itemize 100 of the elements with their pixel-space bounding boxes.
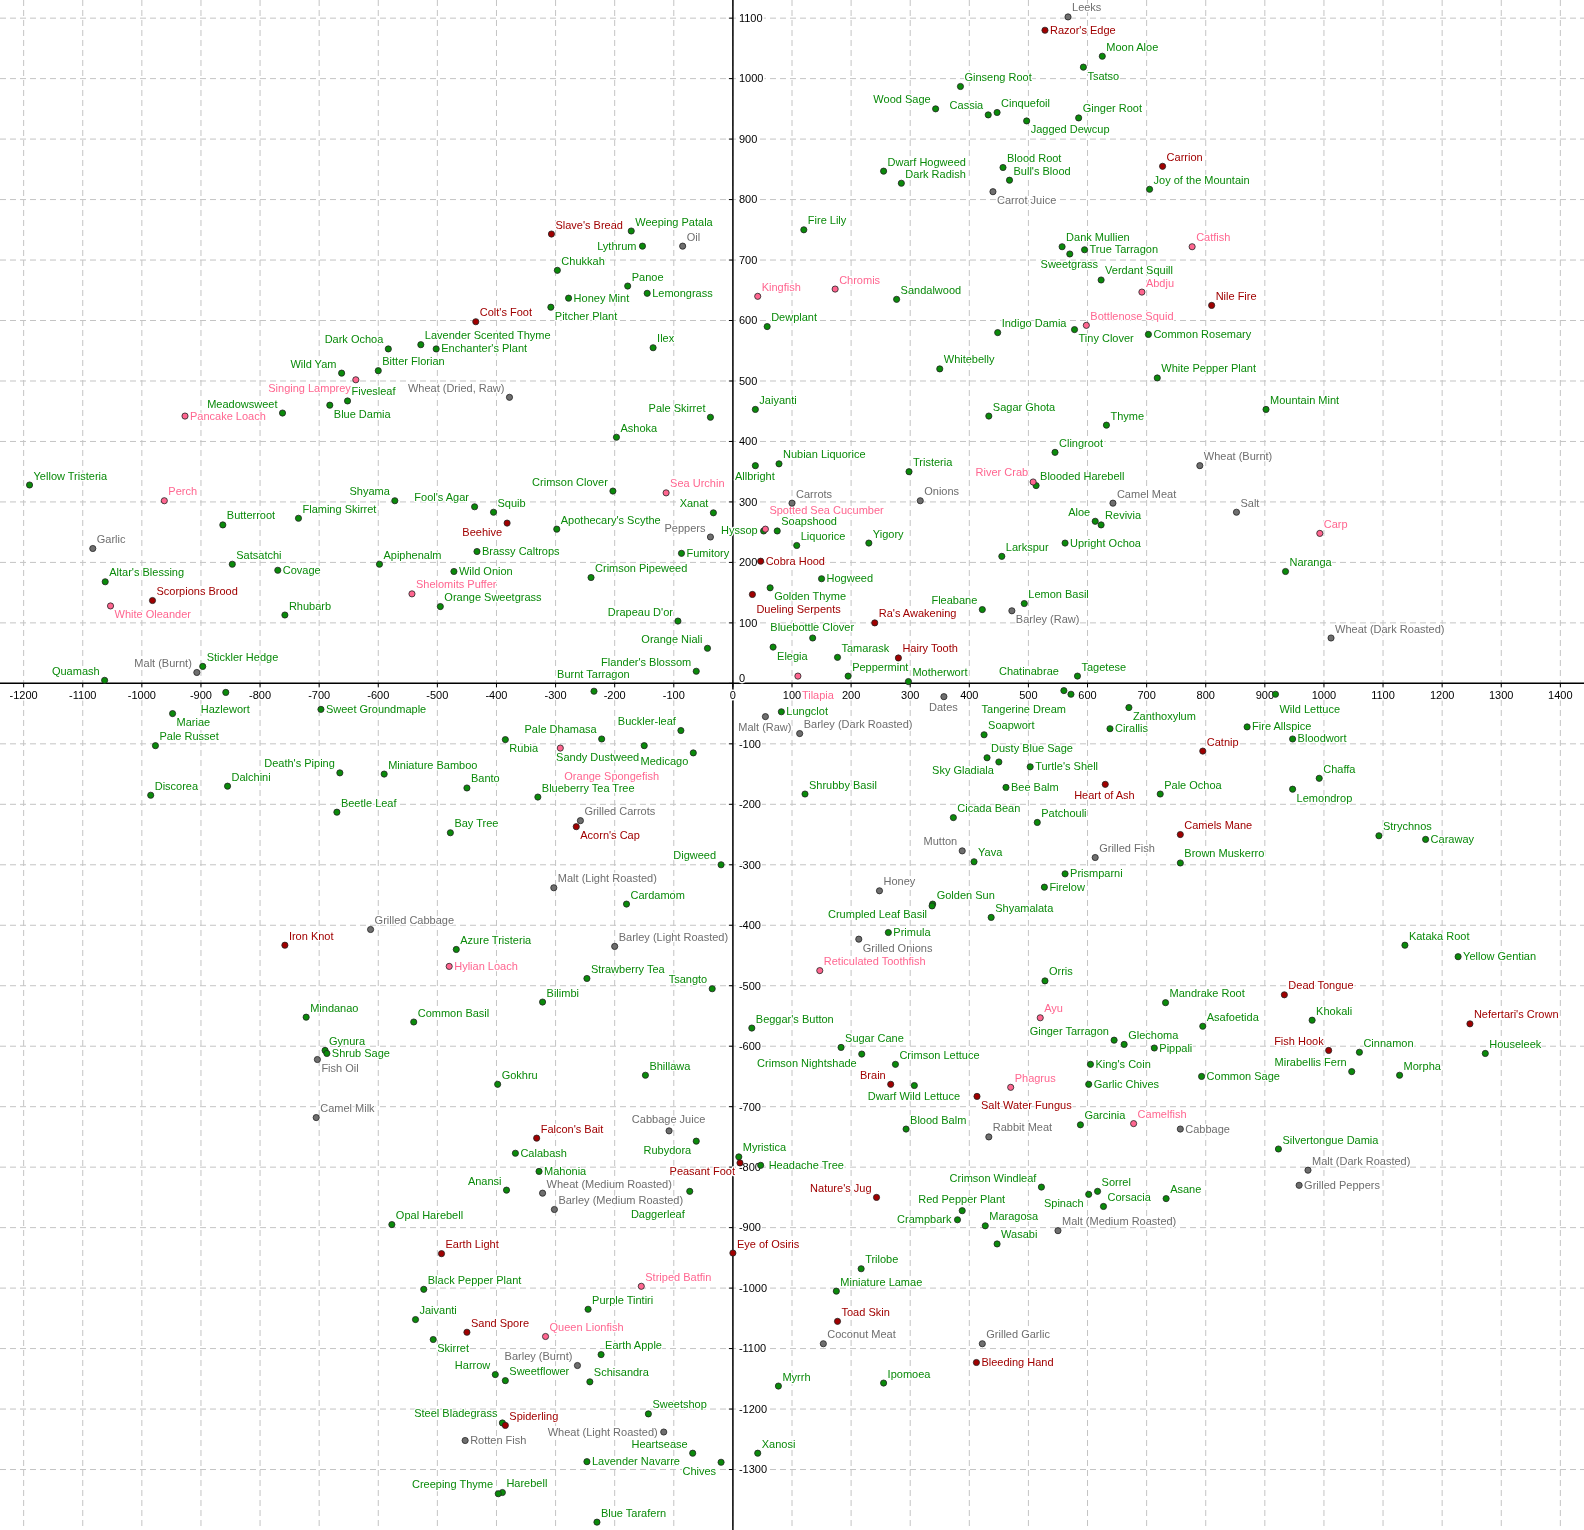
point	[1316, 529, 1324, 537]
data-label: Caraway	[1430, 832, 1475, 845]
y-tick-label: -500	[738, 979, 761, 992]
x-tick-label: 1000	[1311, 689, 1337, 702]
data-label: Elegia	[777, 649, 809, 662]
point	[816, 967, 824, 975]
data-label: Rhubarb	[288, 599, 332, 612]
data-label: Soapshood	[781, 515, 837, 528]
data-label: Miniature Bamboo	[388, 758, 478, 771]
data-label: Anansi	[467, 1174, 502, 1187]
data-label: Grilled Garlic	[986, 1328, 1051, 1341]
data-label: Naranga	[1289, 555, 1333, 568]
data-label: Liquorice	[800, 529, 846, 542]
data-label: Jaivanti	[419, 1304, 457, 1317]
data-label: Nefertari's Crown	[1473, 1008, 1559, 1021]
data-label: Clingroot	[1059, 436, 1104, 449]
data-label: Fire Allspice	[1252, 720, 1312, 733]
point	[916, 497, 924, 505]
x-tick-label: 1300	[1489, 689, 1514, 702]
data-label: Larkspur	[1005, 540, 1049, 553]
y-tick-label: -900	[738, 1221, 761, 1234]
data-label: Strychnos	[1382, 820, 1433, 833]
x-tick-label: 700	[1137, 689, 1156, 702]
point	[1101, 780, 1109, 788]
point	[637, 1282, 645, 1290]
data-label: Skirret	[437, 1342, 470, 1355]
point	[660, 1428, 668, 1436]
data-label: Lungclot	[786, 705, 828, 718]
x-tick-label: -300	[544, 689, 567, 702]
data-label: Sorrel	[1101, 1175, 1131, 1188]
point	[1130, 1120, 1138, 1128]
data-label: Azure Tristeria	[460, 933, 533, 946]
data-label: Revivia	[1105, 509, 1143, 522]
data-label: Mirabellis Fern	[1274, 1056, 1347, 1069]
data-label: Moon Aloe	[1106, 40, 1159, 53]
data-label: Apiphenalm	[383, 548, 442, 561]
data-label: Stickler Hedge	[206, 650, 279, 663]
data-label: Drapeau D'or	[607, 605, 674, 618]
data-label: Ilex	[657, 332, 675, 345]
data-label: Cicada Bean	[957, 802, 1021, 815]
data-label: Brain	[860, 1068, 886, 1081]
data-label: Primula	[893, 926, 932, 939]
data-label: Leeks	[1072, 1, 1102, 14]
data-label: Sweetflower	[509, 1365, 570, 1378]
data-label: Bloodwort	[1297, 732, 1347, 745]
data-label: Fool's Agar	[414, 491, 470, 504]
point	[1091, 854, 1099, 862]
data-label: Beggar's Button	[755, 1012, 834, 1025]
point	[533, 1134, 541, 1142]
data-label: Tagetese	[1081, 660, 1127, 673]
data-label: Discorea	[154, 779, 199, 792]
data-label: Myristica	[742, 1141, 788, 1154]
data-label: Ashoka	[620, 421, 659, 434]
data-label: Orange Niali	[641, 632, 703, 645]
point	[281, 941, 289, 949]
point	[550, 1206, 558, 1213]
data-label: Morpha	[1403, 1059, 1442, 1072]
point	[679, 242, 687, 250]
data-label: Wild Lettuce	[1279, 702, 1341, 715]
x-tick-label: 1400	[1548, 689, 1573, 702]
data-label: Wheat (Burnt)	[1203, 450, 1273, 463]
data-label: Death's Piping	[264, 757, 335, 770]
data-label: Bottlenose Squid	[1090, 309, 1174, 322]
data-label: Apothecary's Scythe	[560, 513, 661, 526]
data-label: Gynura	[329, 1034, 367, 1047]
x-tick-label: -800	[249, 689, 272, 702]
data-label: Common Basil	[417, 1006, 490, 1019]
data-label: Fish Hook	[1274, 1034, 1325, 1047]
x-tick-label: 600	[1078, 689, 1097, 702]
data-label: Cardamom	[630, 888, 685, 901]
data-label: Soapwort	[988, 719, 1035, 732]
data-label: Rubydora	[643, 1143, 693, 1156]
point	[958, 847, 966, 855]
data-label: Brown Muskerro	[1184, 847, 1265, 860]
data-label: Verdant Squill	[1105, 264, 1174, 277]
data-label: Blood Balm	[910, 1113, 967, 1126]
point	[89, 545, 97, 552]
data-label: Crimson Nightshade	[757, 1056, 857, 1069]
data-label: Grilled Fish	[1099, 842, 1155, 855]
point	[819, 1340, 827, 1348]
x-tick-label: 1200	[1429, 689, 1455, 702]
point	[729, 1249, 737, 1257]
point	[573, 1362, 581, 1369]
data-label: Miniature Lamae	[840, 1275, 923, 1288]
point	[748, 590, 756, 598]
data-label: Orange Spongefish	[564, 769, 660, 782]
data-label: Purple Tintiri	[592, 1293, 654, 1306]
y-tick-label: -300	[738, 858, 761, 871]
data-label: Khokali	[1316, 1004, 1353, 1017]
data-label: Schisandra	[593, 1366, 650, 1379]
x-tick-label: -400	[485, 689, 508, 702]
data-label: Falcon's Bait	[540, 1122, 604, 1135]
data-label: Butterroot	[226, 509, 276, 522]
data-label: Meadowsweet	[207, 397, 278, 410]
data-label: Barley (Burnt)	[504, 1350, 573, 1363]
data-label: Indigo Damia	[1001, 317, 1068, 330]
data-label: Squib	[497, 496, 526, 509]
y-tick-label: 0	[738, 672, 746, 685]
data-label: Jaiyanti	[759, 393, 797, 406]
data-label: Slave's Bread	[555, 218, 623, 231]
